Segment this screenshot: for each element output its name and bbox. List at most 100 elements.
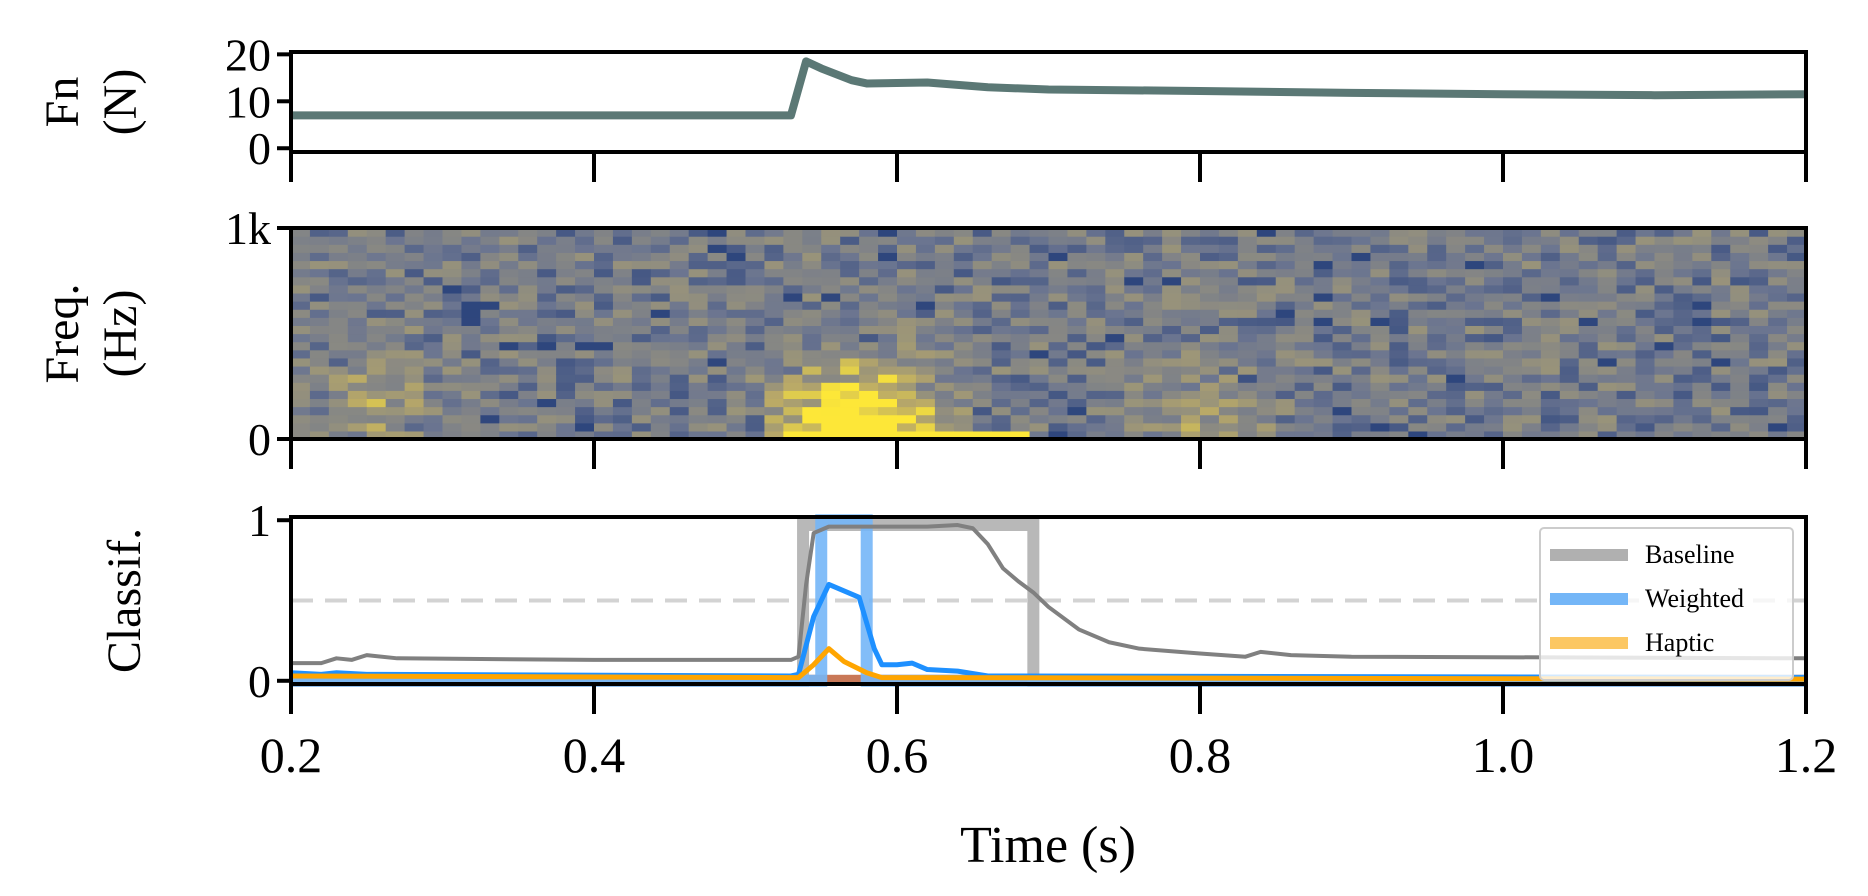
spectrogram-cell: [1503, 406, 1523, 416]
spectrogram-cell: [347, 430, 368, 440]
spectrogram-cell: [840, 374, 860, 383]
spectrogram-cell: [404, 374, 425, 383]
spectrogram-cell: [366, 309, 387, 318]
spectrogram-cell: [1616, 365, 1637, 375]
spectrogram-cell: [972, 325, 993, 335]
spectrogram-cell: [612, 309, 633, 318]
spectrogram-cell: [442, 333, 463, 343]
spectrogram-cell: [1673, 252, 1693, 262]
spectrogram-cell: [1578, 292, 1599, 302]
spectrogram-cell: [518, 268, 538, 278]
spectrogram-cell: [1389, 430, 1409, 440]
spectrogram-cell: [1768, 382, 1788, 391]
spectrogram-cell: [480, 268, 500, 278]
spectrogram-cell: [518, 228, 538, 237]
spectrogram-cell: [1370, 317, 1390, 326]
spectrogram-cell: [1465, 414, 1485, 424]
spectrogram-cell: [309, 430, 330, 440]
spectrogram-cell: [1370, 333, 1390, 343]
spectrogram-cell: [840, 309, 860, 318]
spectrogram-cell: [347, 309, 368, 318]
spectrogram-cell: [612, 414, 633, 424]
spectrogram-cell: [309, 414, 330, 424]
spectrogram-cell: [1635, 228, 1656, 237]
spectrogram-cell: [1237, 260, 1258, 270]
spectrogram-cell: [953, 252, 974, 262]
spectrogram-cell: [594, 260, 614, 270]
spectrogram-cell: [1654, 292, 1675, 302]
spectrogram-cell: [1427, 301, 1447, 310]
spectrogram-cell: [650, 309, 671, 318]
spectrogram-cell: [537, 406, 557, 416]
spectrogram-cell: [499, 268, 519, 278]
spectrogram-cell: [612, 382, 633, 391]
spectrogram-cell: [953, 317, 974, 326]
spectrogram-cell: [1484, 244, 1504, 253]
spectrogram-cell: [1256, 341, 1277, 351]
spectrogram-cell: [1465, 406, 1485, 416]
spectrogram-cell: [1237, 406, 1258, 416]
spectrogram-cell: [1692, 414, 1712, 424]
spectrogram-cell: [821, 414, 841, 424]
spectrogram-cell: [1768, 260, 1788, 270]
spectrogram-cell: [1787, 244, 1807, 253]
spectrogram-cell: [461, 430, 481, 440]
spectrogram-cell: [366, 422, 387, 432]
spectrogram-cell: [1673, 268, 1693, 278]
y-tick-label: 20: [225, 29, 271, 80]
spectrogram-cell: [726, 382, 747, 391]
spectrogram-cell: [934, 422, 955, 432]
spectrogram-cell: [1578, 382, 1599, 391]
spectrogram-cell: [972, 422, 993, 432]
spectrogram-cell: [878, 414, 898, 424]
spectrogram-cell: [1351, 317, 1372, 326]
spectrogram-cell: [1048, 341, 1069, 351]
spectrogram-cell: [423, 317, 444, 326]
spectrogram-cell: [1105, 341, 1125, 351]
spectrogram-cell: [1010, 382, 1031, 391]
spectrogram-cell: [1597, 357, 1618, 367]
spectrogram-cell: [518, 422, 538, 432]
spectrogram-cell: [726, 365, 747, 375]
spectrogram-cell: [1200, 236, 1220, 245]
spectrogram-cell: [688, 365, 709, 375]
spectrogram-cell: [1067, 228, 1087, 237]
spectrogram-cell: [1446, 252, 1466, 262]
spectrogram-cell: [1730, 252, 1750, 262]
spectrogram-cell: [1692, 309, 1712, 318]
spectrogram-cell: [1256, 268, 1277, 278]
spectrogram-cell: [537, 422, 557, 432]
spectrogram-cell: [594, 414, 614, 424]
spectrogram-cell: [1559, 398, 1580, 408]
spectrogram-cell: [1408, 382, 1428, 391]
spectrogram-cell: [1446, 292, 1466, 302]
spectrogram-cell: [1503, 236, 1523, 245]
spectrogram-cell: [291, 301, 311, 310]
spectrogram-cell: [537, 414, 557, 424]
spectrogram-cell: [612, 244, 633, 253]
spectrogram-cell: [518, 276, 538, 286]
spectrogram-cell: [745, 309, 766, 318]
spectrogram-cell: [518, 406, 538, 416]
spectrogram-cell: [1029, 341, 1050, 351]
spectrogram-cell: [1503, 260, 1523, 270]
spectrogram-cell: [1181, 357, 1201, 367]
spectrogram-cell: [442, 309, 463, 318]
spectrogram-cell: [1427, 414, 1447, 424]
spectrogram-cell: [1124, 349, 1144, 359]
spectrogram-cell: [1559, 292, 1580, 302]
spectrogram-cell: [1237, 382, 1258, 391]
y-axis-label: Classif.: [98, 528, 151, 673]
spectrogram-cell: [1237, 414, 1258, 424]
spectrogram-cell: [575, 252, 595, 262]
spectrogram-cell: [726, 317, 747, 326]
spectrogram-cell: [859, 365, 879, 375]
spectrogram-cell: [1427, 260, 1447, 270]
spectrogram-cell: [594, 382, 614, 391]
spectrogram-cell: [1446, 260, 1466, 270]
spectrogram-cell: [594, 244, 614, 253]
spectrogram-cell: [1010, 365, 1031, 375]
spectrogram-cell: [575, 349, 595, 359]
spectrogram-cell: [991, 406, 1012, 416]
spectrogram-cell: [1181, 276, 1201, 286]
